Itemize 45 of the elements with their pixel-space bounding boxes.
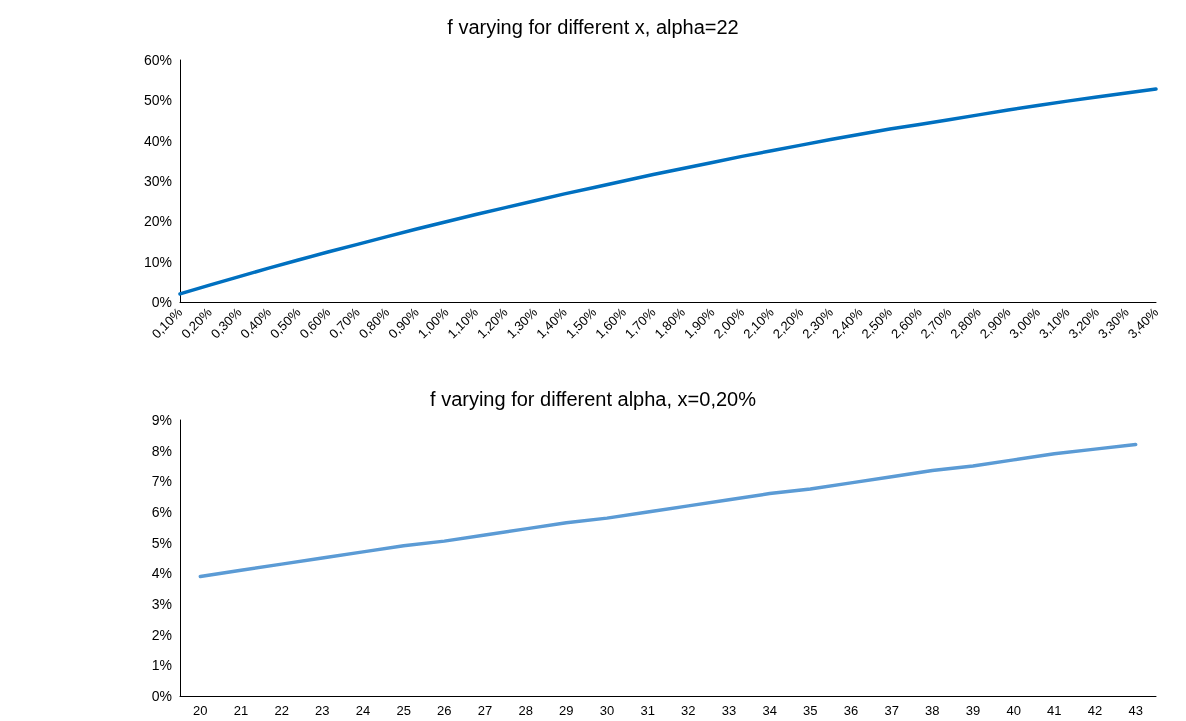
- y-tick-label: 8%: [151, 442, 172, 459]
- x-tick-label: 22: [274, 703, 289, 718]
- y-tick-label: 50%: [143, 92, 172, 109]
- x-tick-label: 29: [559, 703, 574, 718]
- x-tick-label: 27: [477, 703, 493, 718]
- x-tick-label: 35: [803, 703, 818, 718]
- x-tick-label: 33: [721, 703, 737, 718]
- x-tick-label: 23: [315, 703, 330, 718]
- y-tick-label: 3%: [151, 596, 172, 612]
- y-tick-label: 30%: [143, 173, 172, 189]
- x-tick-label: 30: [599, 703, 615, 718]
- y-tick-label: 60%: [143, 52, 172, 68]
- y-tick-label: 1%: [151, 657, 172, 674]
- y-tick-label: 0%: [151, 294, 172, 310]
- y-tick-label: 20%: [143, 213, 172, 230]
- chart-title: f varying for different alpha, x=0,20%: [430, 388, 757, 410]
- x-tick-label: 20: [193, 703, 208, 718]
- y-tick-label: 7%: [151, 473, 172, 490]
- x-tick-label: 31: [640, 703, 655, 718]
- y-tick-label: 6%: [151, 504, 172, 520]
- x-tick-label: 40: [1006, 703, 1021, 718]
- x-tick-label: 21: [233, 703, 249, 718]
- x-tick-label: 39: [965, 703, 981, 718]
- x-tick-label: 37: [884, 703, 899, 718]
- x-tick-label: 42: [1087, 703, 1103, 718]
- x-tick-label: 24: [355, 703, 371, 718]
- y-tick-label: 9%: [151, 412, 172, 428]
- y-tick-label: 10%: [143, 253, 172, 270]
- y-tick-label: 0%: [151, 688, 172, 704]
- x-tick-label: 43: [1128, 703, 1143, 718]
- line-series: [198, 442, 1138, 579]
- y-tick-label: 4%: [151, 565, 172, 582]
- y-tick-label: 2%: [151, 626, 172, 643]
- y-tick-label: 5%: [151, 534, 172, 551]
- x-tick-label: 36: [843, 703, 859, 718]
- x-tick-label: 26: [437, 703, 452, 718]
- x-tick-label: 32: [681, 703, 696, 718]
- x-tick-label: 28: [518, 703, 533, 718]
- line-series: [178, 87, 1158, 296]
- chart-title: f varying for different x, alpha=22: [447, 16, 739, 38]
- x-tick-label: 25: [396, 703, 411, 718]
- x-tick-label: 38: [925, 703, 940, 718]
- y-tick-label: 40%: [143, 132, 172, 149]
- x-tick-label: 34: [762, 703, 777, 718]
- x-tick-label: 41: [1047, 703, 1062, 718]
